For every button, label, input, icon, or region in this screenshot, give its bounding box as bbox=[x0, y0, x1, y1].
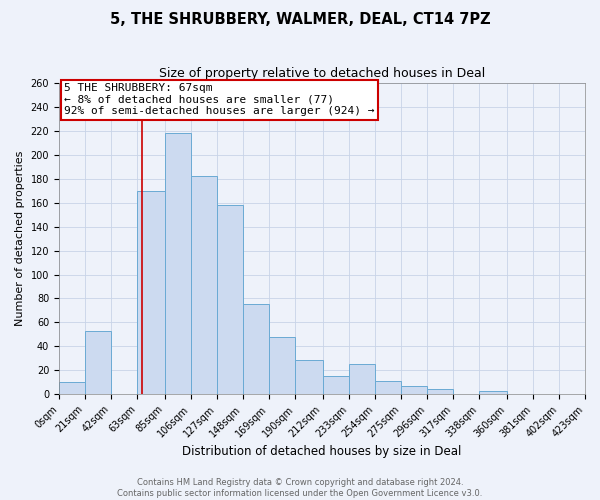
Bar bbox=[137, 191, 164, 394]
Bar bbox=[164, 134, 191, 394]
Y-axis label: Number of detached properties: Number of detached properties bbox=[15, 151, 25, 326]
Text: 5 THE SHRUBBERY: 67sqm
← 8% of detached houses are smaller (77)
92% of semi-deta: 5 THE SHRUBBERY: 67sqm ← 8% of detached … bbox=[64, 83, 374, 116]
Bar bbox=[295, 360, 323, 394]
Bar bbox=[349, 364, 375, 394]
Bar bbox=[427, 390, 453, 394]
Bar bbox=[243, 304, 269, 394]
Text: 5, THE SHRUBBERY, WALMER, DEAL, CT14 7PZ: 5, THE SHRUBBERY, WALMER, DEAL, CT14 7PZ bbox=[110, 12, 490, 28]
Text: Contains HM Land Registry data © Crown copyright and database right 2024.
Contai: Contains HM Land Registry data © Crown c… bbox=[118, 478, 482, 498]
Bar bbox=[85, 331, 111, 394]
X-axis label: Distribution of detached houses by size in Deal: Distribution of detached houses by size … bbox=[182, 444, 461, 458]
Bar bbox=[217, 205, 243, 394]
Bar bbox=[191, 176, 217, 394]
Bar bbox=[323, 376, 349, 394]
Bar bbox=[269, 337, 295, 394]
Bar bbox=[479, 390, 506, 394]
Title: Size of property relative to detached houses in Deal: Size of property relative to detached ho… bbox=[159, 68, 485, 80]
Bar bbox=[375, 381, 401, 394]
Bar bbox=[59, 382, 85, 394]
Bar bbox=[401, 386, 427, 394]
